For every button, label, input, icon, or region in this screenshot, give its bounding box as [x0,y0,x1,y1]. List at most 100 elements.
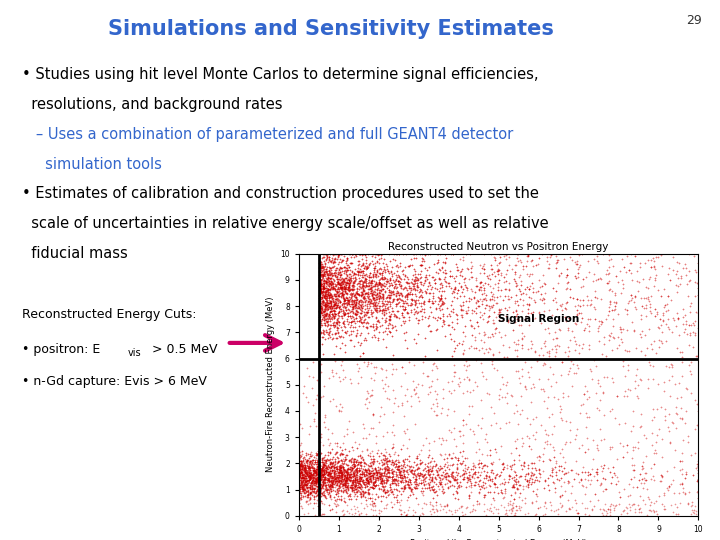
Point [315,486,326,495]
Point [295,457,307,465]
Point [318,284,330,293]
Point [318,308,330,317]
Point [386,281,397,289]
Point [399,262,410,271]
Point [418,308,430,316]
Point [382,330,393,339]
Point [638,303,649,312]
Point [604,442,616,451]
Point [623,491,634,500]
Point [380,280,392,288]
Point [366,276,377,285]
Point [317,470,328,479]
Point [295,464,307,473]
Point [490,324,502,333]
Point [400,511,412,519]
Point [621,325,632,334]
Point [389,459,400,468]
Point [567,502,578,511]
Point [361,308,372,317]
Point [327,480,338,488]
Point [366,471,378,480]
Point [295,438,307,447]
Point [347,477,359,486]
Point [341,474,353,483]
Point [438,316,450,325]
Point [328,306,340,314]
Point [309,409,320,417]
Point [321,290,333,299]
Point [595,320,607,328]
Point [382,323,394,332]
Point [693,462,704,470]
Point [367,302,379,310]
Point [345,272,356,280]
Point [492,315,504,324]
Point [557,357,568,366]
Point [331,486,343,495]
Point [474,471,485,480]
Point [587,455,598,464]
Point [322,464,333,473]
Point [393,314,405,322]
Point [341,472,353,481]
Point [639,330,650,339]
Point [324,448,336,457]
Point [335,476,346,485]
Point [366,312,377,320]
Point [533,287,544,296]
Point [294,469,306,477]
Point [406,466,418,475]
Point [308,469,320,478]
Point [406,295,418,304]
Point [447,460,459,468]
Point [474,396,486,404]
Point [294,463,306,471]
Point [537,271,549,279]
Point [474,476,486,485]
Point [428,487,440,496]
Point [351,488,362,496]
Point [306,484,318,493]
Point [318,307,330,315]
Point [484,475,495,483]
Point [328,254,340,263]
Point [448,305,459,313]
Point [341,482,353,491]
Point [328,277,340,286]
Point [410,295,422,304]
Point [335,332,346,341]
Point [408,276,420,285]
Point [341,478,352,487]
Point [356,288,368,296]
Point [312,465,323,474]
Point [675,393,686,401]
Point [356,487,367,495]
Point [413,393,424,402]
Point [330,478,341,487]
Point [353,458,364,467]
Point [436,480,447,488]
Point [314,475,325,484]
Point [587,436,598,445]
Point [318,510,330,519]
Point [320,277,332,286]
Point [584,301,595,309]
Point [311,462,323,470]
Point [401,396,413,405]
Point [408,279,419,288]
Point [472,302,484,310]
Point [571,317,582,326]
Point [319,463,330,472]
Point [338,276,350,285]
Point [293,478,305,487]
Point [366,447,377,455]
Point [372,316,384,325]
Point [320,470,331,478]
Point [339,298,351,307]
Point [387,255,399,264]
Point [302,491,313,500]
Point [652,430,663,439]
Point [582,394,593,403]
Point [397,297,409,306]
